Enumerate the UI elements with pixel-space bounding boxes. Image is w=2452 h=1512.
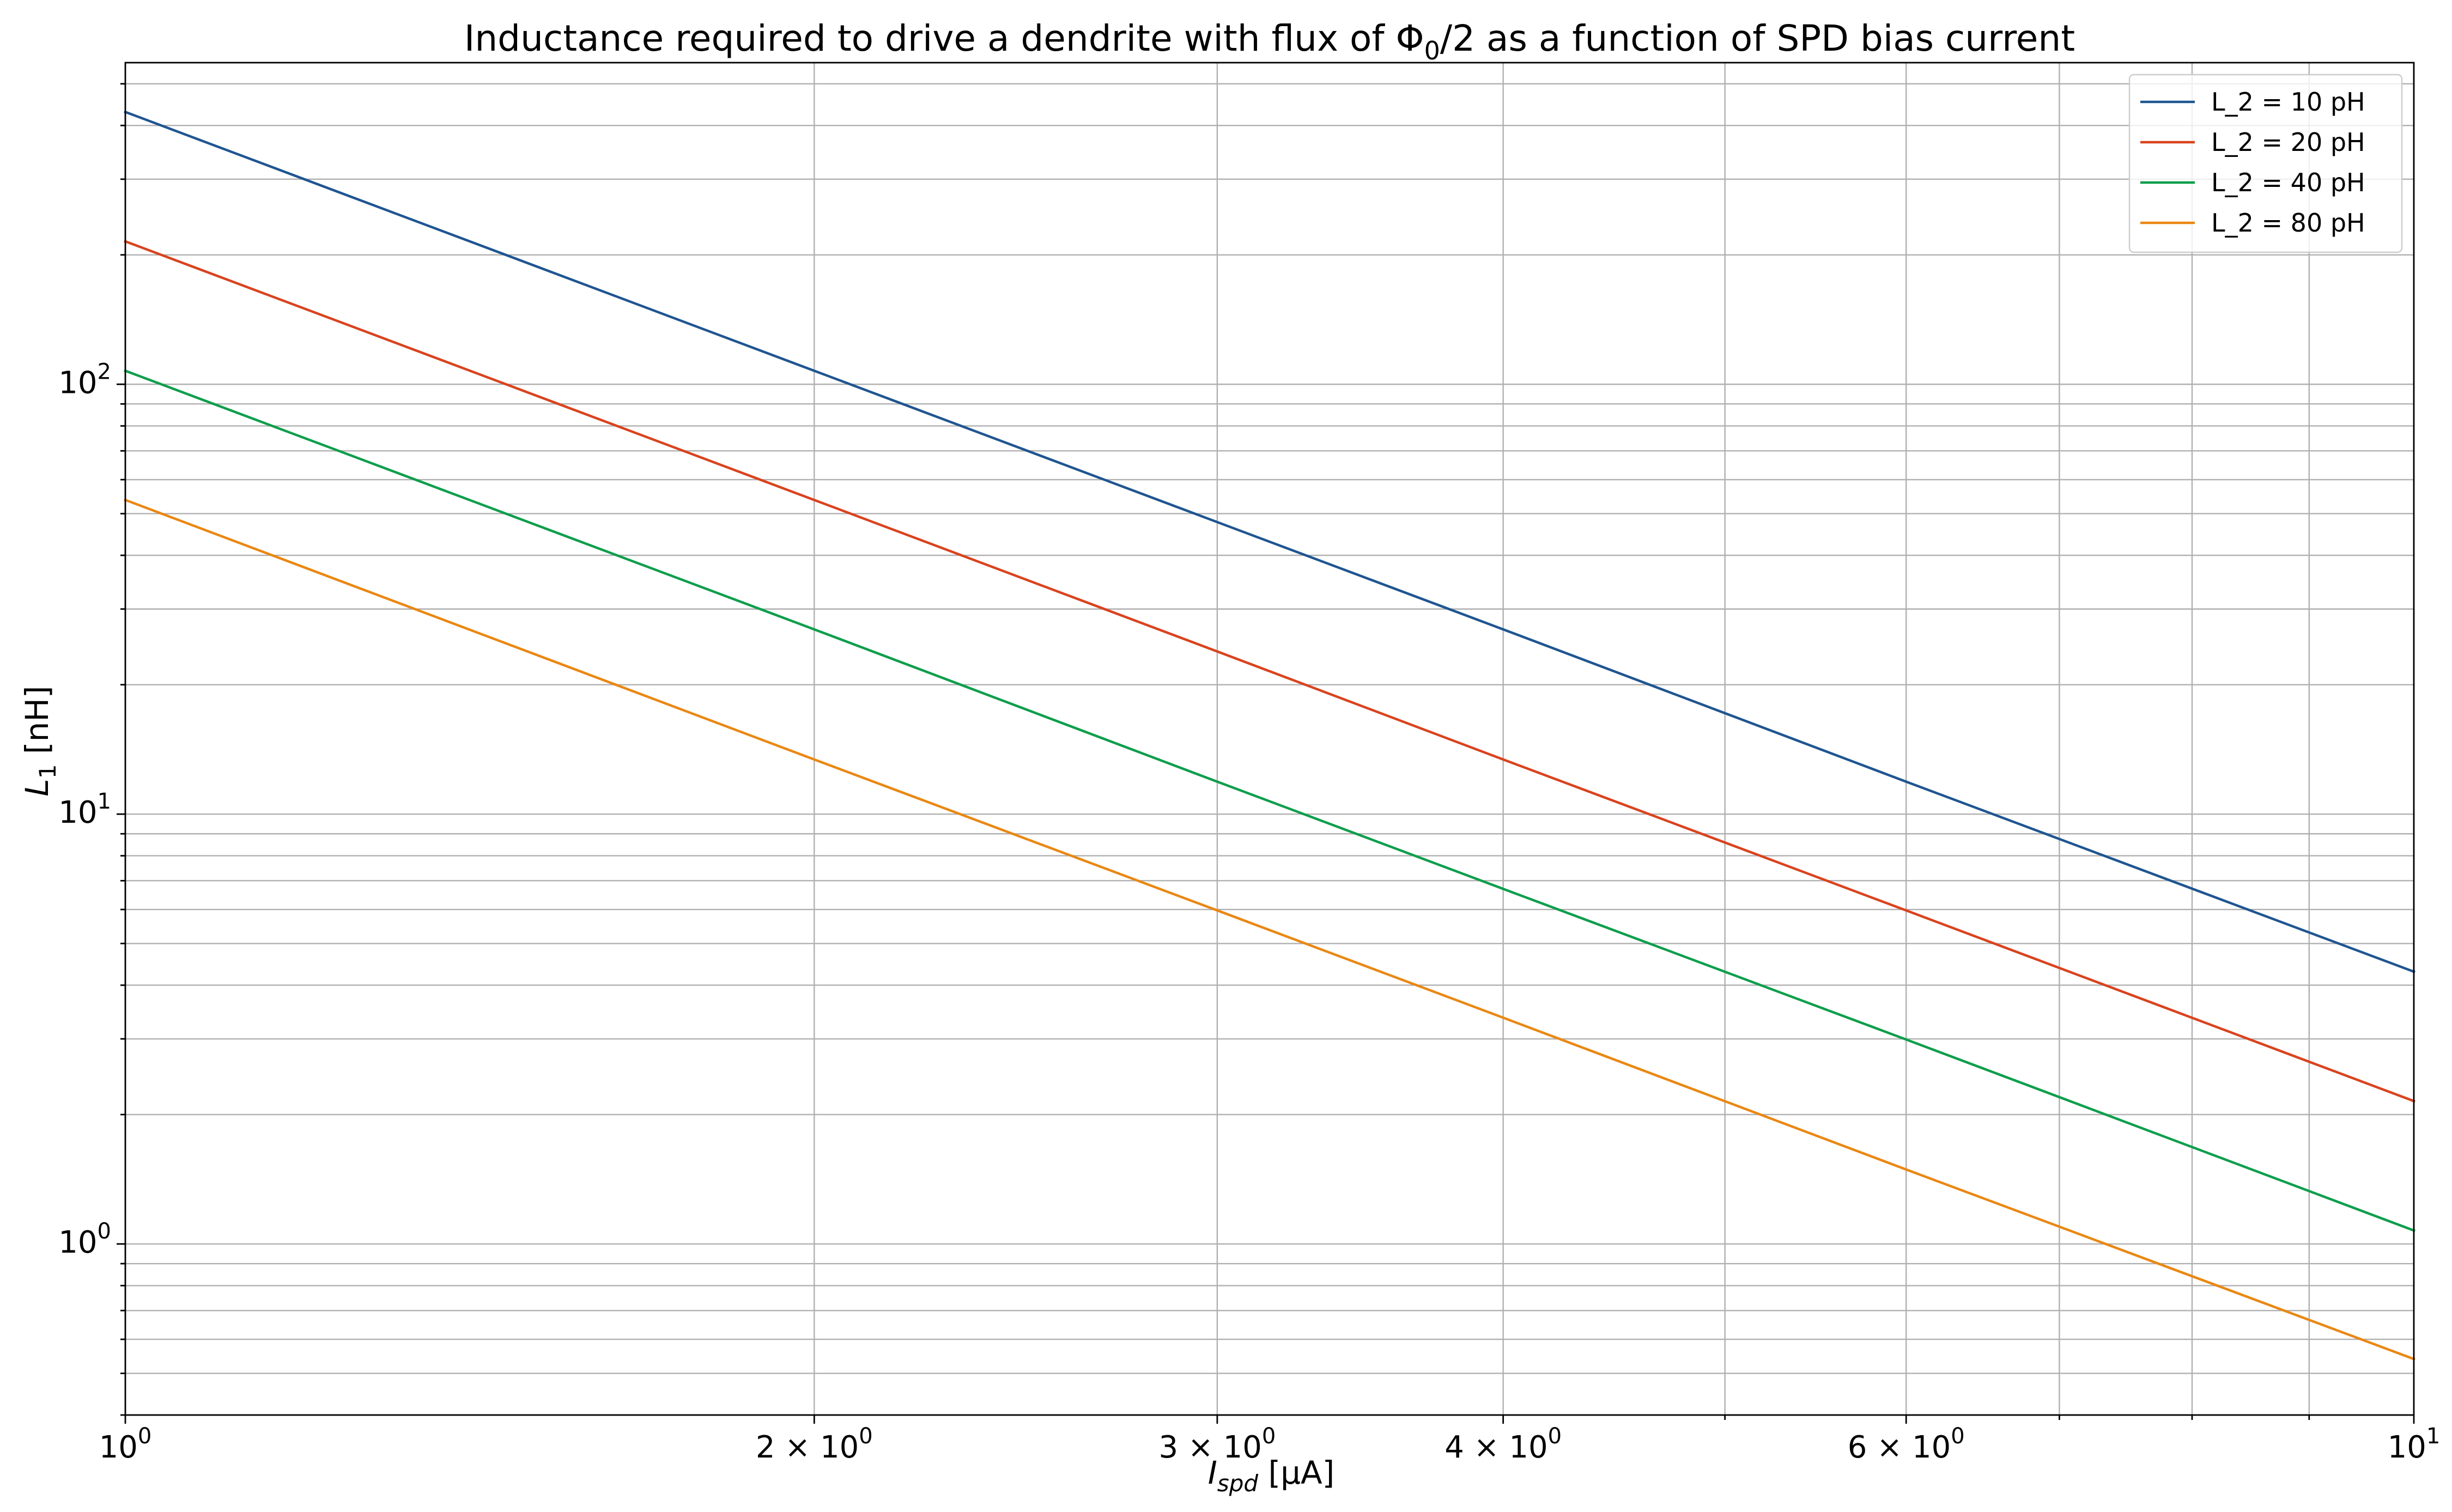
x-tick-label: 3 × 100 bbox=[1158, 1424, 1276, 1465]
y-tick-label: 102 bbox=[58, 359, 111, 400]
series-line-4 bbox=[124, 498, 2415, 1361]
legend: L_2 = 10 pH L_2 = 20 pH L_2 = 40 pH L_2 = 8… bbox=[2128, 74, 2403, 253]
axis-ticks: 100 101 102 100 2 × 100 3 × 100 4 × 100 6 × 100… bbox=[58, 83, 2441, 1465]
series-line-3 bbox=[124, 369, 2415, 1232]
series-line-1 bbox=[124, 110, 2415, 974]
series-line-2 bbox=[124, 240, 2415, 1103]
legend-label: L_2 = 80 pH bbox=[2211, 208, 2365, 238]
x-tick-label: 101 bbox=[2388, 1424, 2441, 1465]
x-tick-label: 2 × 100 bbox=[756, 1424, 873, 1465]
legend-label: L_2 = 10 pH bbox=[2211, 87, 2365, 117]
y-axis-label: L1 [nH] bbox=[19, 685, 61, 796]
x-tick-label: 4 × 100 bbox=[1445, 1424, 1562, 1465]
legend-label: L_2 = 20 pH bbox=[2211, 127, 2365, 157]
plot-frame bbox=[124, 62, 2415, 1416]
series-lines bbox=[124, 110, 2415, 1361]
legend-label: L_2 = 40 pH bbox=[2211, 168, 2365, 197]
y-tick-label: 101 bbox=[58, 789, 111, 830]
y-tick-label: 100 bbox=[58, 1219, 111, 1260]
x-axis-label: Ispd [μA] bbox=[1208, 1454, 1335, 1497]
legend-box bbox=[2128, 74, 2403, 253]
x-tick-label: 6 × 100 bbox=[1848, 1424, 1965, 1465]
chart-title: Inductance required to drive a dendrite … bbox=[464, 17, 2075, 65]
x-tick-label: 100 bbox=[99, 1424, 152, 1465]
